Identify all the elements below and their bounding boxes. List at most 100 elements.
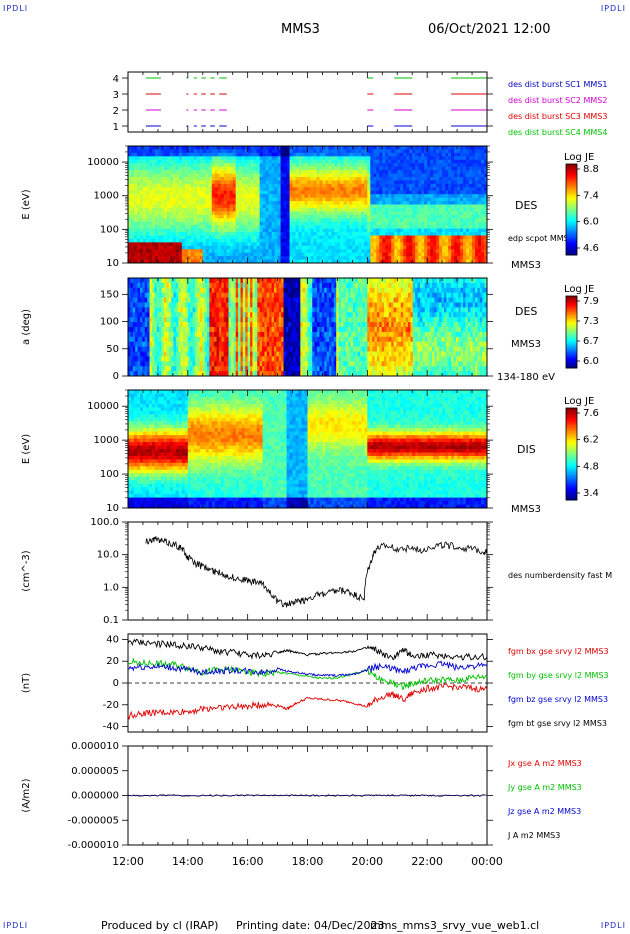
density-ytick-0: 100.0 xyxy=(90,517,119,528)
bfield-series-2 xyxy=(127,660,488,677)
dis-energy-colorbar-tick-2: 4.8 xyxy=(583,461,599,472)
panel-bfield: 40 20 0 -20 -40 (nT) fgm bx gse srvy l2 MMS3 fg… xyxy=(21,633,609,733)
des-energy-cells xyxy=(128,146,488,264)
des-pitch-colorbar-tick-2: 6.7 xyxy=(583,336,599,347)
des-pitch-label-instrument: DES xyxy=(515,305,537,318)
des-energy-ytick-2: 100 xyxy=(100,224,119,235)
time-tick-label-0: 12:00 xyxy=(112,855,144,868)
time-tick-label-2: 16:00 xyxy=(232,855,264,868)
panel-burst: 4 3 2 1 des dist burst SC1 MMS1 des dist burs… xyxy=(113,71,607,137)
des-energy-ylabel: E (eV) xyxy=(21,189,32,219)
des-energy-ytick-3: 10 xyxy=(106,258,119,269)
footer-credit: Produced by cl (IRAP) xyxy=(101,919,219,932)
des-energy-label-scpot: edp scpot MMS3 xyxy=(508,234,574,243)
des-pitch-ytick-0: 150 xyxy=(100,289,119,300)
bfield-ytick-3: -20 xyxy=(103,700,119,711)
corner-label-bottom-left: IPDLI xyxy=(3,921,29,930)
current-ytick-1: 0.000005 xyxy=(71,766,119,777)
time-axis: 12:00 14:00 16:00 18:00 20:00 22:00 00:00 xyxy=(112,855,503,868)
density-ytick-3: 0.1 xyxy=(103,615,119,626)
dis-energy-ytick-2: 100 xyxy=(100,469,119,480)
panel-current: 0.000010 0.000005 0.000000 -0.000005 -0.0000… xyxy=(21,741,582,851)
current-ylabel: (A/m2) xyxy=(21,778,32,812)
des-energy-colorbar-tick-1: 7.4 xyxy=(583,190,599,201)
des-energy-colorbar-tick-2: 6.0 xyxy=(583,217,599,228)
bfield-series-1 xyxy=(127,657,488,690)
des-pitch-colorbar-frame xyxy=(565,295,578,369)
current-series-blue xyxy=(128,794,488,797)
burst-legend-1: des dist burst SC2 MMS2 xyxy=(508,96,607,105)
burst-ytick-3: 1 xyxy=(113,122,119,133)
current-ytick-3: -0.000005 xyxy=(68,815,119,826)
des-energy-label-sc: MMS3 xyxy=(511,260,541,271)
corner-label-top-right: IPDLI xyxy=(600,4,626,13)
bfield-legend-2: fgm bz gse srvy l2 MMS3 xyxy=(508,695,608,704)
bfield-ytick-0: 40 xyxy=(106,634,119,645)
bfield-ytick-4: -40 xyxy=(103,722,119,733)
burst-legend-3: des dist burst SC4 MMS4 xyxy=(508,128,607,137)
dis-energy-label-sc: MMS3 xyxy=(511,504,541,515)
corner-label-bottom-right: IPDLI xyxy=(600,921,626,930)
dis-energy-ytick-1: 1000 xyxy=(94,435,119,446)
des-pitch-ytick-1: 100 xyxy=(100,317,119,328)
time-tick-label-1: 14:00 xyxy=(172,855,204,868)
des-energy-colorbar: Log JE8.8 7.4 6.0 4.6 xyxy=(564,152,599,256)
current-legend-1: Jy gse A m2 MMS3 xyxy=(507,783,582,792)
des-pitch-cells xyxy=(128,278,488,377)
burst-legend-0: des dist burst SC1 MMS1 xyxy=(508,80,607,89)
density-series-0 xyxy=(145,536,488,608)
current-ytick-0: 0.000010 xyxy=(71,741,119,752)
bfield-legend-3: fgm bt gse srvy l2 MMS3 xyxy=(508,719,607,728)
des-energy-colorbar-tick-3: 4.6 xyxy=(583,243,599,254)
des-pitch-label-sc: MMS3 xyxy=(511,339,541,350)
dis-energy-colorbar-title: Log JE xyxy=(564,396,594,407)
bfield-legend-1: fgm by gse srvy l2 MMS3 xyxy=(508,671,609,680)
current-ytick-2: 0.000000 xyxy=(71,791,119,802)
des-energy-colorbar-tick-0: 8.8 xyxy=(583,164,599,175)
current-legend-2: Jz gse A m2 MMS3 xyxy=(507,807,581,816)
dis-energy: 10000 1000 100 10 E (eV) DIS MMS3 xyxy=(21,389,541,515)
des-pitch-label-energy: 134-180 eV xyxy=(497,372,555,383)
bfield-ylabel: (nT) xyxy=(21,673,32,693)
bfield-ytick-2: 0 xyxy=(113,678,119,689)
des-pitch-colorbar-tick-3: 6.0 xyxy=(583,356,599,367)
time-tick-label-5: 22:00 xyxy=(411,855,443,868)
dis-energy-ylabel: E (eV) xyxy=(21,434,32,464)
burst-panel-frame xyxy=(127,71,488,133)
des-energy-ytick-1: 1000 xyxy=(94,191,119,202)
time-tick-label-3: 18:00 xyxy=(292,855,324,868)
current-ytick-4: -0.000010 xyxy=(68,840,119,851)
bfield-panel-frame xyxy=(127,633,488,733)
bfield-ytick-1: 20 xyxy=(106,656,119,667)
dis-energy-colorbar-tick-1: 6.2 xyxy=(583,435,599,446)
burst-legend-2: des dist burst SC3 MMS3 xyxy=(508,112,607,121)
des-energy-ytick-0: 10000 xyxy=(87,157,119,168)
density-ylabel: (cm^-3) xyxy=(21,550,32,591)
bfield-legend-0: fgm bx gse srvy l2 MMS3 xyxy=(508,647,609,656)
dis-energy-colorbar: Log JE7.6 6.2 4.8 3.4 xyxy=(564,396,599,501)
panel-density: 100.0 10.0 1.0 0.1 (cm^-3) des numberdensity … xyxy=(21,517,612,626)
des-energy: 10000 1000 100 10 E (eV) DES edp scpot MMS3 MMS… xyxy=(21,145,574,271)
dis-energy-label-instrument: DIS xyxy=(517,443,536,456)
time-tick-label-4: 20:00 xyxy=(351,855,383,868)
density-ytick-1: 10.0 xyxy=(97,550,119,561)
des-pitch-colorbar-title: Log JE xyxy=(564,284,594,295)
density-label: des numberdensity fast M xyxy=(508,571,612,580)
burst-ytick-1: 3 xyxy=(113,90,119,101)
corner-label-top-left: IPDLI xyxy=(3,4,29,13)
bfield-series-0 xyxy=(127,683,488,721)
spacecraft-title: MMS3 xyxy=(281,22,320,37)
des-pitch-ytick-2: 50 xyxy=(106,344,119,355)
des-pitch-colorbar: Log JE7.9 7.3 6.7 6.0 xyxy=(564,284,599,369)
dis-energy-colorbar-frame xyxy=(565,407,578,501)
datetime-title: 06/Oct/2021 12:00 xyxy=(428,22,551,37)
des-pitch-colorbar-tick-0: 7.9 xyxy=(583,296,599,307)
current-legend-0: Jx gse A m2 MMS3 xyxy=(507,759,582,768)
current-legend-3: J A m2 MMS3 xyxy=(507,831,560,840)
des-energy-colorbar-title: Log JE xyxy=(564,152,594,163)
burst-ytick-2: 2 xyxy=(113,106,119,117)
des-pitch-colorbar-tick-1: 7.3 xyxy=(583,316,599,327)
des-pitch-ylabel: a (deg) xyxy=(21,309,32,345)
dis-energy-ytick-0: 10000 xyxy=(87,401,119,412)
